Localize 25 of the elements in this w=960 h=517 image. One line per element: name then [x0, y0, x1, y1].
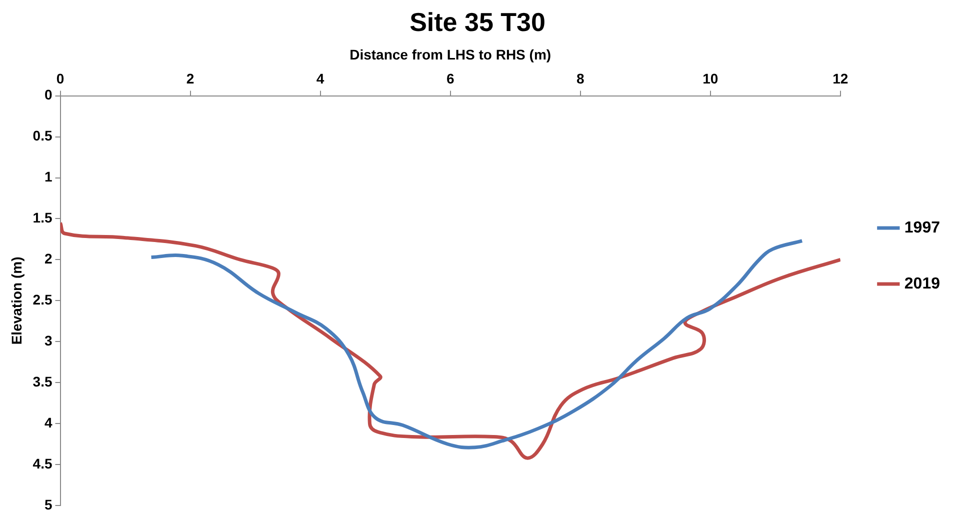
legend-label: 1997: [904, 219, 940, 236]
x-axis-title: Distance from LHS to RHS (m): [350, 46, 552, 62]
y-tick-label: 5: [44, 496, 52, 512]
x-tick-label: 6: [446, 70, 454, 86]
legend-label: 2019: [904, 275, 940, 292]
y-tick-label: 3: [44, 332, 52, 349]
y-axis-title: Elevation (m): [8, 256, 24, 345]
line-series: [150, 239, 804, 450]
x-tick-label: 2: [186, 70, 194, 86]
x-tick-label: 8: [576, 70, 584, 86]
y-tick-label: 4.5: [32, 455, 52, 472]
y-tick-label: 2.5: [32, 292, 52, 308]
y-tick-label: 0: [44, 86, 52, 103]
y-tick-label: 3.5: [32, 374, 52, 390]
y-tick-label: 1: [44, 168, 52, 185]
x-tick-label: 10: [702, 70, 718, 86]
line-series: [60, 221, 840, 460]
y-tick-label: 2: [44, 250, 52, 267]
x-tick-label: 12: [832, 70, 848, 86]
y-tick-label: 1.5: [32, 210, 52, 226]
x-tick-label: 4: [316, 70, 324, 86]
y-tick-label: 0.5: [32, 128, 52, 144]
y-tick-label: 4: [44, 414, 52, 430]
x-tick-label: 0: [56, 70, 64, 86]
chart-title: Site 35 T30: [410, 6, 546, 37]
